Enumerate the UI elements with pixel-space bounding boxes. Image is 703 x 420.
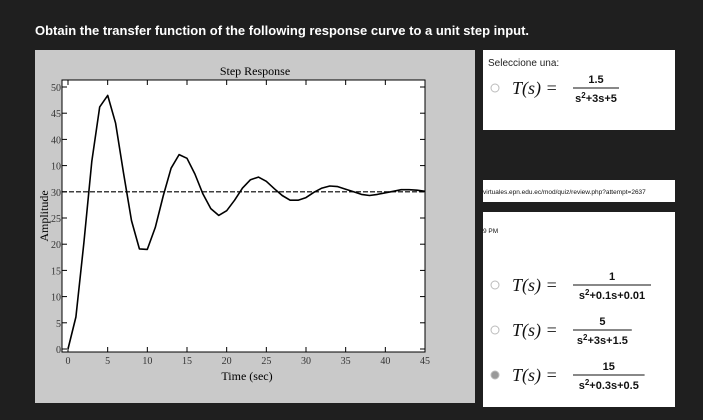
y-tick-label: 10 xyxy=(51,293,61,304)
y-tick-label: 25 xyxy=(51,214,61,225)
formula-lhs: T(s) = xyxy=(512,320,558,341)
time: 9 PM xyxy=(483,228,498,235)
numerator: 1.5 xyxy=(588,74,603,86)
radio[interactable] xyxy=(490,370,500,380)
denominator-base: s xyxy=(577,335,583,347)
y-tick-label: 20 xyxy=(51,240,61,251)
x-tick-label: 10 xyxy=(142,356,152,367)
y-axis-label: Amplitude xyxy=(37,190,51,241)
chart-title: Step Response xyxy=(220,64,290,78)
denominator-base: s xyxy=(579,380,585,392)
x-axis-label: Time (sec) xyxy=(221,369,272,383)
x-tick-label: 0 xyxy=(66,356,71,367)
y-tick-label: 0 xyxy=(56,345,61,356)
radio[interactable] xyxy=(490,83,500,93)
formula-lhs: T(s) = xyxy=(512,365,558,386)
y-tick-label: 5 xyxy=(56,319,61,330)
x-tick-label: 35 xyxy=(341,356,351,367)
radio[interactable] xyxy=(490,325,500,335)
y-tick-label: 45 xyxy=(51,109,61,120)
denominator-base: s xyxy=(579,290,585,302)
plot-area xyxy=(61,79,426,353)
denominator: s2+3s+5 xyxy=(575,91,617,105)
x-tick-label: 20 xyxy=(222,356,232,367)
denominator: s2+0.3s+0.5 xyxy=(579,378,639,392)
x-tick-label: 15 xyxy=(182,356,192,367)
numerator: 5 xyxy=(599,316,605,328)
y-tick-label: 50 xyxy=(51,83,61,94)
y-tick-label: 15 xyxy=(51,266,61,277)
formula-lhs: T(s) = xyxy=(512,275,558,296)
numerator: 1 xyxy=(609,271,615,283)
denominator-exp: 2 xyxy=(585,288,590,297)
options: T(s) = 1.5s2+3s+5T(s) = 1s2+0.1s+0.01T(s) … xyxy=(490,74,651,392)
x-tick-label: 25 xyxy=(261,356,271,367)
denominator: s2+0.1s+0.01 xyxy=(579,288,645,302)
denominator-exp: 2 xyxy=(583,333,588,342)
denominator-rest: +0.1s+0.01 xyxy=(589,290,645,302)
denominator-rest: +0.3s+0.5 xyxy=(589,380,639,392)
url: virtuales.epn.edu.ec/mod/quiz/review.php… xyxy=(483,189,646,196)
y-tick-label: 40 xyxy=(51,135,61,146)
prompt: Seleccione una: xyxy=(488,58,559,69)
numerator: 15 xyxy=(603,361,615,373)
denominator-exp: 2 xyxy=(585,378,590,387)
denominator-rest: +3s+5 xyxy=(586,93,617,105)
question: Obtain the transfer function of the foll… xyxy=(35,23,529,38)
x-tick-label: 40 xyxy=(380,356,390,367)
formula-lhs: T(s) = xyxy=(512,78,558,99)
y-tick-label: 30 xyxy=(51,188,61,199)
x-tick-label: 5 xyxy=(105,356,110,367)
denominator-rest: +3s+1.5 xyxy=(588,335,628,347)
denominator-base: s xyxy=(575,93,581,105)
x-tick-label: 45 xyxy=(420,356,430,367)
response-line xyxy=(67,94,426,350)
answer-panel-top xyxy=(483,50,675,130)
denominator-exp: 2 xyxy=(581,91,586,100)
radio[interactable] xyxy=(490,280,500,290)
denominator: s2+3s+1.5 xyxy=(577,333,628,347)
url-strip xyxy=(483,180,675,202)
x-tick-label: 30 xyxy=(301,356,311,367)
y-tick-label: 10 xyxy=(51,162,61,173)
